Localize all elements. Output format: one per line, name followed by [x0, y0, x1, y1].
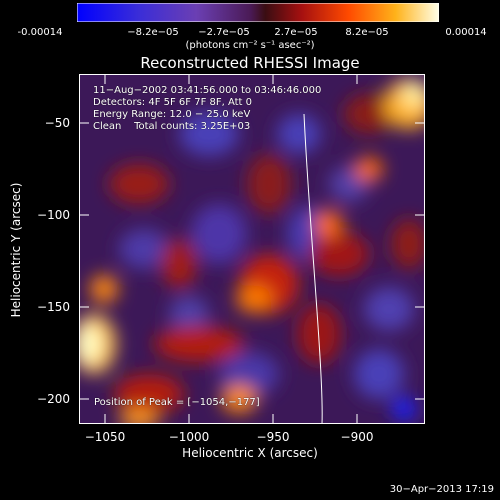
info-energy-range: Energy Range: 12.0 − 25.0 keV	[93, 109, 251, 120]
reconstructed-image	[79, 74, 425, 424]
x-tick-label: −900	[340, 430, 374, 444]
info-time-range: 11−Aug−2002 03:41:56.000 to 03:46:46.000	[93, 85, 322, 96]
timestamp: 30−Apr−2013 17:19	[389, 484, 494, 495]
x-tick-label: −1000	[168, 430, 210, 444]
solar-limb-line	[303, 113, 323, 424]
colorbar-tick-label: −2.7e−05	[198, 27, 250, 38]
peak-position-label: Position of Peak = [−1054,−177]	[94, 397, 260, 408]
y-tick-label: −150	[37, 300, 70, 314]
plot-title: Reconstructed RHESSI Image	[140, 54, 360, 72]
x-tick-label: −1050	[84, 430, 126, 444]
observation-info: 11−Aug−2002 03:41:56.000 to 03:46:46.000…	[93, 85, 321, 133]
colorbar-tick-label: −8.2e−05	[127, 27, 179, 38]
colorbar-gradient	[76, 2, 440, 23]
y-tick-label: −50	[44, 116, 70, 130]
colorbar-tick-label: 2.7e−05	[274, 27, 318, 38]
image-plot-area	[79, 74, 425, 424]
axis-ticks	[79, 74, 425, 424]
colorbar	[76, 2, 440, 23]
colorbar-tick-label: -0.00014	[17, 27, 63, 38]
x-tick-label: −950	[256, 430, 290, 444]
colorbar-tick-label: 0.00014	[445, 27, 487, 38]
colorbar-units-label: (photons cm⁻² s⁻¹ asec⁻²)	[185, 40, 315, 51]
x-axis-label: Heliocentric X (arcsec)	[182, 446, 318, 460]
info-clean-counts: Clean Total counts: 3.25E+03	[93, 121, 251, 132]
colorbar-tick-label: 8.2e−05	[345, 27, 389, 38]
y-tick-label: −200	[37, 392, 70, 406]
y-axis-label: Heliocentric Y (arcsec)	[9, 182, 23, 318]
y-tick-label: −100	[37, 208, 70, 222]
info-detectors: Detectors: 4F 5F 6F 7F 8F, Att 0	[93, 97, 253, 108]
